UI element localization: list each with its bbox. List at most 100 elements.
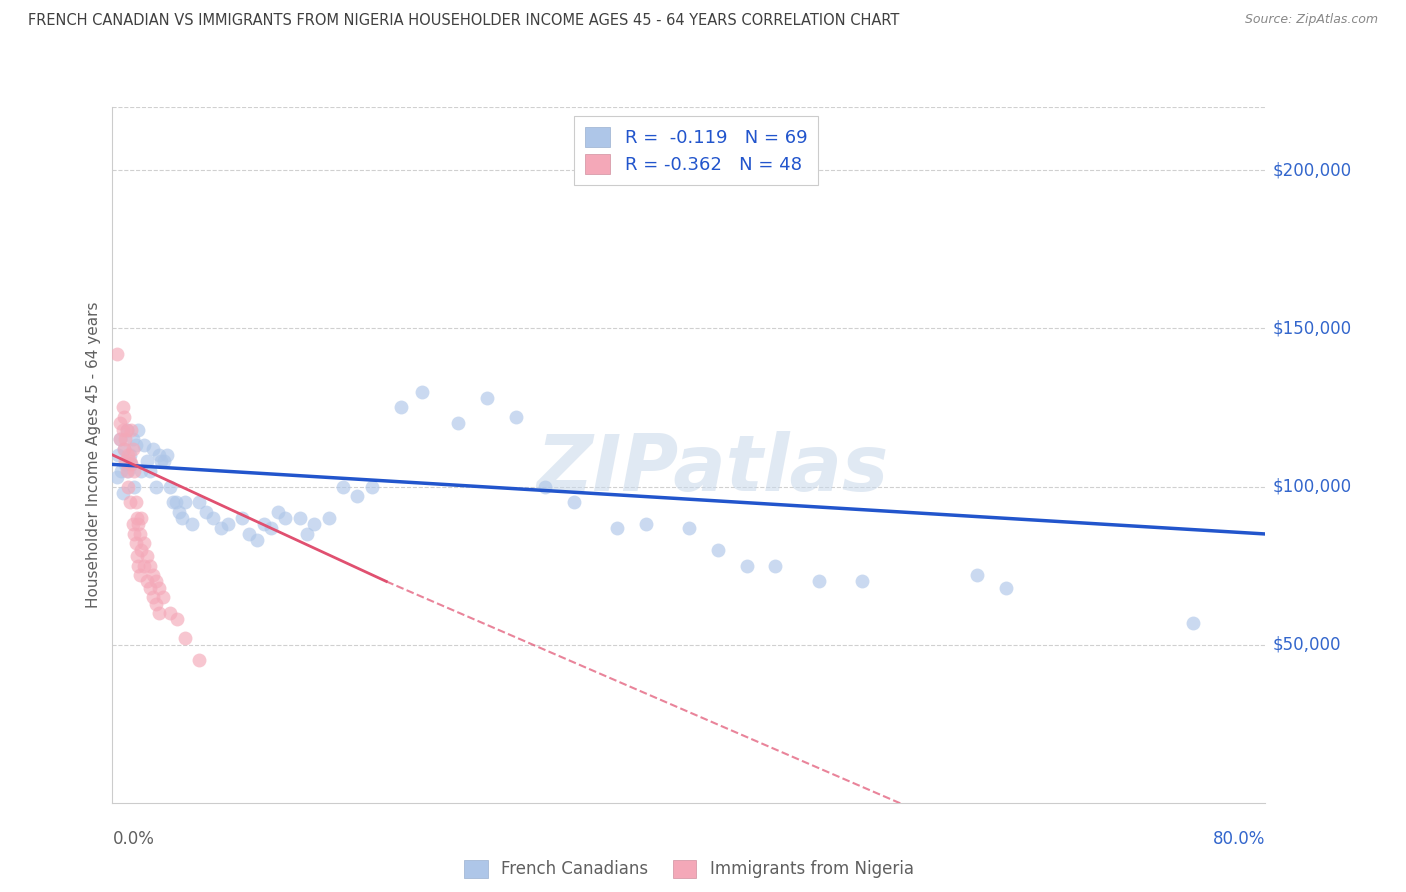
Point	[125, 549, 148, 563]
Point	[634, 517, 657, 532]
Point	[142, 442, 165, 456]
Point	[148, 606, 170, 620]
Point	[134, 536, 156, 550]
Point	[447, 417, 470, 431]
Point	[139, 464, 162, 478]
Point	[122, 464, 145, 478]
Point	[105, 470, 128, 484]
Point	[139, 558, 162, 573]
Point	[124, 495, 146, 509]
Point	[136, 549, 159, 563]
Point	[114, 458, 136, 472]
Point	[127, 558, 149, 573]
Text: $100,000: $100,000	[1272, 477, 1351, 496]
Point	[128, 568, 150, 582]
Point	[166, 612, 188, 626]
Point	[111, 423, 134, 437]
Point	[165, 495, 187, 509]
Point	[145, 597, 167, 611]
Point	[170, 511, 193, 525]
Point	[162, 495, 184, 509]
Point	[562, 495, 585, 509]
Point	[115, 423, 138, 437]
Point	[142, 591, 165, 605]
Point	[122, 527, 145, 541]
Point	[156, 448, 179, 462]
Point	[108, 432, 131, 446]
Point	[606, 521, 628, 535]
Point	[117, 479, 139, 493]
Point	[678, 521, 700, 535]
Point	[475, 391, 498, 405]
Point	[180, 517, 202, 532]
Point	[112, 409, 135, 424]
Point	[195, 505, 218, 519]
Point	[231, 511, 253, 525]
Point	[245, 533, 267, 548]
Text: Source: ZipAtlas.com: Source: ZipAtlas.com	[1244, 13, 1378, 27]
Point	[111, 401, 134, 415]
Point	[128, 527, 150, 541]
Point	[332, 479, 354, 493]
Point	[167, 505, 190, 519]
Point	[112, 442, 135, 456]
Text: $200,000: $200,000	[1272, 161, 1351, 179]
Text: FRENCH CANADIAN VS IMMIGRANTS FROM NIGERIA HOUSEHOLDER INCOME AGES 45 - 64 YEARS: FRENCH CANADIAN VS IMMIGRANTS FROM NIGER…	[28, 13, 900, 29]
Point	[274, 511, 297, 525]
Point	[188, 653, 211, 667]
Y-axis label: Householder Income Ages 45 - 64 years: Householder Income Ages 45 - 64 years	[86, 301, 101, 608]
Point	[125, 511, 148, 525]
Point	[145, 479, 167, 493]
Point	[108, 432, 131, 446]
Point	[148, 448, 170, 462]
Point	[110, 464, 132, 478]
Point	[105, 347, 128, 361]
Point	[304, 517, 326, 532]
Point	[111, 486, 134, 500]
Point	[115, 423, 138, 437]
Point	[706, 542, 728, 557]
Point	[202, 511, 225, 525]
Point	[267, 505, 290, 519]
Point	[173, 495, 195, 509]
Point	[121, 432, 143, 446]
Point	[188, 495, 211, 509]
Point	[851, 574, 873, 589]
Point	[118, 495, 141, 509]
Point	[134, 438, 156, 452]
Point	[114, 454, 136, 468]
Point	[807, 574, 830, 589]
Point	[253, 517, 276, 532]
Point	[295, 527, 318, 541]
Legend: French Canadians, Immigrants from Nigeria: French Canadians, Immigrants from Nigeri…	[457, 853, 921, 885]
Point	[145, 574, 167, 589]
Point	[107, 448, 129, 462]
Point	[139, 581, 162, 595]
Point	[533, 479, 555, 493]
Point	[129, 542, 153, 557]
Point	[108, 417, 131, 431]
Point	[117, 448, 139, 462]
Point	[411, 384, 433, 399]
Point	[112, 442, 135, 456]
Point	[134, 558, 156, 573]
Point	[124, 438, 146, 452]
Point	[129, 464, 153, 478]
Point	[129, 511, 153, 525]
Point	[159, 606, 181, 620]
Point	[152, 591, 174, 605]
Point	[120, 458, 142, 472]
Point	[153, 454, 176, 468]
Point	[118, 448, 141, 462]
Point	[505, 409, 527, 424]
Point	[260, 521, 283, 535]
Point	[148, 581, 170, 595]
Point	[217, 517, 239, 532]
Point	[115, 464, 138, 478]
Point	[118, 454, 141, 468]
Point	[121, 442, 143, 456]
Point	[124, 536, 146, 550]
Point	[765, 558, 787, 573]
Point	[121, 517, 143, 532]
Point	[122, 479, 145, 493]
